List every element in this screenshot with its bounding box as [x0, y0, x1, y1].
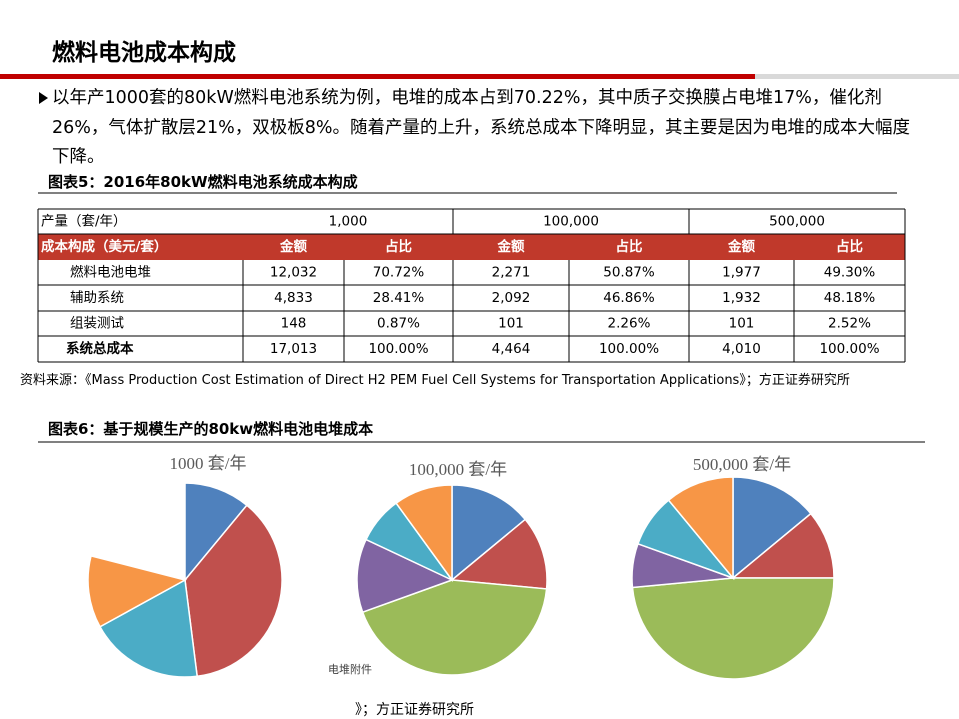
- figure-caption: 图表6：基于规模生产的80kw燃料电池电堆成本: [48, 420, 374, 438]
- pie-annotation: 电堆附件: [328, 662, 372, 676]
- pie-slice: [98, 578, 198, 678]
- table-cell: 101: [729, 316, 755, 332]
- table-cell: 12,032: [270, 265, 317, 281]
- table-cell: 4,833: [274, 290, 313, 306]
- pie-title: 100,000 套/年: [409, 460, 507, 479]
- pie-title: 500,000 套/年: [693, 455, 791, 474]
- table-subheader: 金额: [727, 238, 756, 255]
- table-header: 100,000: [543, 214, 599, 230]
- table-cell: 2,092: [492, 290, 531, 306]
- table-subheader: 成本构成（美元/套）: [41, 238, 167, 255]
- table-subheader: 占比: [836, 238, 863, 255]
- table-cell: 4,010: [722, 341, 761, 357]
- pie-slice: [450, 518, 548, 590]
- pie-slice: [184, 504, 283, 678]
- table-cell: 50.87%: [603, 265, 655, 281]
- pie-slice: [356, 538, 454, 614]
- table-cell: 17,013: [270, 341, 317, 357]
- pie-slice: [184, 482, 248, 583]
- table-cell: 2,271: [492, 265, 531, 281]
- table-cell: 1,932: [722, 290, 761, 306]
- pie-slice: [87, 554, 188, 628]
- pie-title: 1000 套/年: [170, 454, 247, 473]
- pie-slice: [395, 484, 453, 583]
- pie-slice: [451, 484, 527, 582]
- table-cell: 组装测试: [70, 316, 124, 332]
- bullet-icon: [39, 92, 48, 104]
- title-rule: [0, 74, 755, 79]
- table-header: 500,000: [769, 214, 825, 230]
- table-cell: 46.86%: [603, 290, 655, 306]
- table-cell: 100.00%: [819, 341, 879, 357]
- table-caption: 图表5：2016年80kW燃料电池系统成本构成: [48, 173, 358, 191]
- title-rule-gray: [755, 74, 959, 79]
- table-cell: 28.41%: [373, 290, 425, 306]
- table-subheader: 占比: [616, 238, 643, 255]
- table-header: 1,000: [329, 214, 368, 230]
- table-cell: 70.72%: [373, 265, 425, 281]
- pie-slice: [361, 579, 548, 676]
- table-cell: 101: [498, 316, 524, 332]
- table-cell: 0.87%: [377, 316, 420, 332]
- table-cell: 辅助系统: [70, 290, 124, 306]
- table-cell: 1,977: [722, 265, 761, 281]
- table-band: [38, 234, 905, 260]
- pie-slice: [730, 512, 835, 579]
- table-cell: 100.00%: [368, 341, 428, 357]
- source-note: 资料来源：《Mass Production Cost Estimation of…: [20, 373, 850, 388]
- table-cell: 49.30%: [824, 265, 876, 281]
- table-cell: 148: [281, 316, 307, 332]
- footer-note: 》；方正证券研究所: [355, 702, 474, 718]
- table-cell: 48.18%: [824, 290, 876, 306]
- pie-slice: [631, 577, 835, 680]
- page-title: 燃料电池成本构成: [52, 40, 236, 66]
- table-cell: 2.52%: [828, 316, 871, 332]
- table-subheader: 金额: [279, 238, 307, 255]
- table-cell: 系统总成本: [66, 340, 134, 357]
- table-cell: 4,464: [492, 341, 531, 357]
- pie-slice: [667, 476, 734, 581]
- pie-slice: [732, 476, 812, 580]
- table-cell: 100.00%: [599, 341, 659, 357]
- table-subheader: 占比: [385, 238, 412, 255]
- table-cell: 2.26%: [608, 316, 651, 332]
- table-header: 产量（套/年）: [41, 214, 127, 230]
- table-cell: 燃料电池电堆: [70, 264, 151, 281]
- bullet-text: 以年产1000套的80kW燃料电池系统为例，电堆的成本占到70.22%，其中质子…: [52, 88, 911, 167]
- table-subheader: 金额: [497, 238, 526, 255]
